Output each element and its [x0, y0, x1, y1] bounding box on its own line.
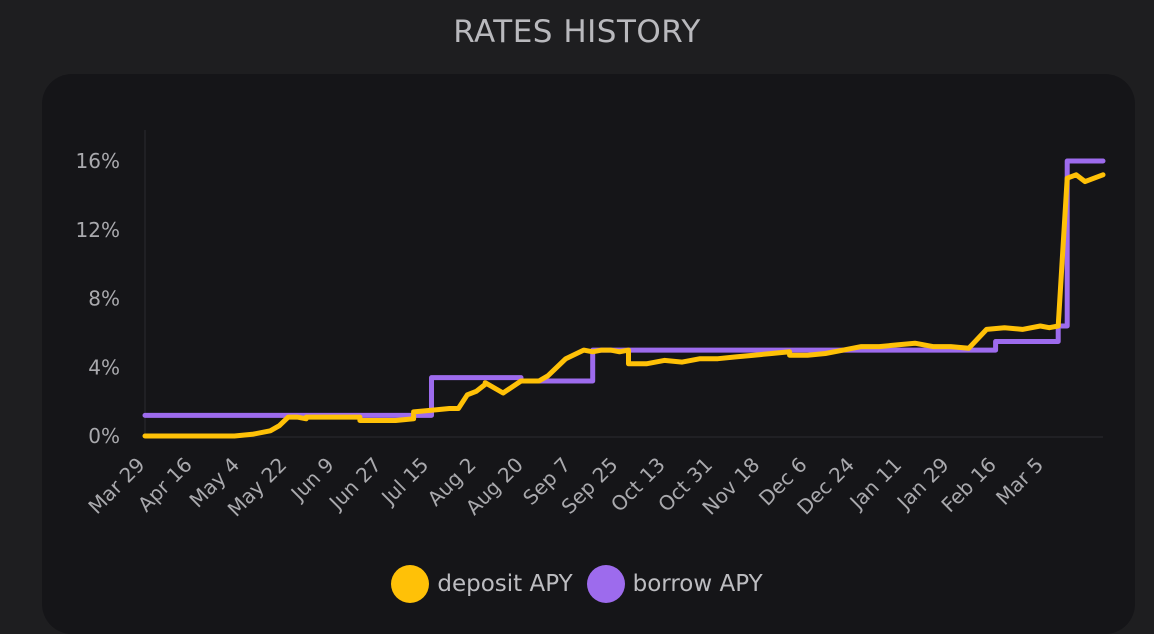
deposit-apy-line[interactable]: [142, 172, 1106, 439]
legend-label-borrow: borrow APY: [632, 571, 763, 597]
y-tick-label: 0%: [88, 424, 120, 448]
x-tick-label: Mar 5: [991, 453, 1048, 510]
chart-legend: deposit APY borrow APY: [0, 565, 1154, 603]
borrow-swatch-icon: [586, 565, 625, 603]
deposit-swatch-icon: [391, 565, 430, 603]
y-tick-label: 12%: [76, 218, 120, 242]
legend-item-borrow[interactable]: borrow APY: [586, 565, 763, 603]
chart-axes: [144, 130, 1103, 438]
y-tick-label: 4%: [88, 355, 120, 379]
y-axis-ticks: 0% 4% 8% 12% 16%: [76, 149, 120, 448]
x-tick-label: Jul 15: [375, 453, 433, 511]
x-tick-label: Jun 27: [323, 453, 386, 516]
x-tick-label: Mar 29: [83, 453, 149, 519]
borrow-apy-line[interactable]: [142, 158, 1106, 418]
x-tick-label: Jan 11: [844, 453, 907, 516]
page-title: RATES HISTORY: [453, 14, 701, 50]
chart-card: [42, 74, 1135, 634]
legend-item-deposit[interactable]: deposit APY: [391, 565, 573, 603]
x-tick-label: Apr 16: [133, 453, 197, 517]
y-tick-label: 16%: [76, 149, 120, 173]
y-tick-label: 8%: [88, 287, 120, 311]
series-lines: [142, 158, 1106, 439]
legend-label-deposit: deposit APY: [437, 571, 573, 597]
